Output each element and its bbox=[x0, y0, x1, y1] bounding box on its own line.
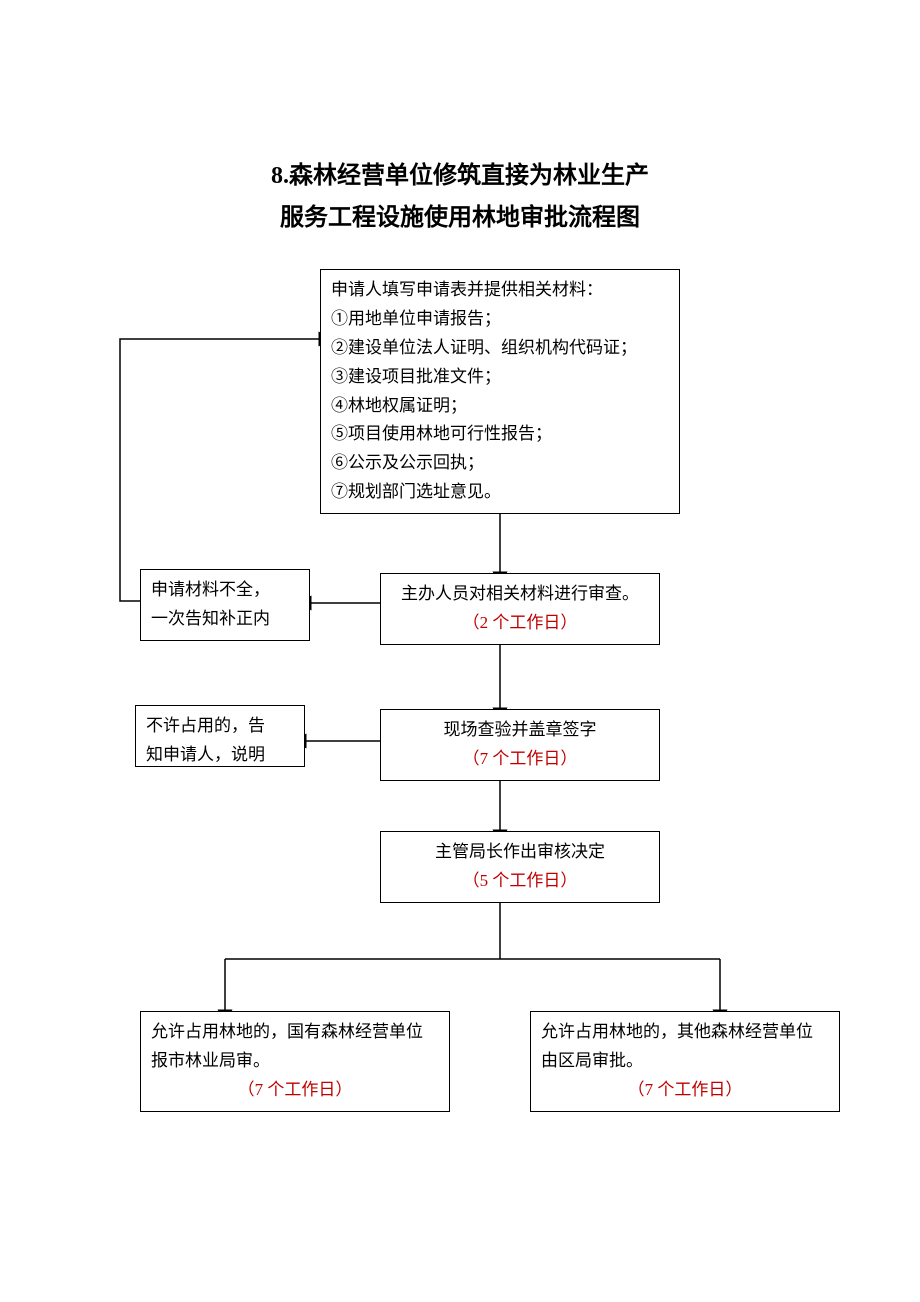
n1-l1: ①用地单位申请报告； bbox=[331, 305, 669, 334]
n1-l7: ⑦规划部门选址意见。 bbox=[331, 478, 669, 507]
n6-l0: 允许占用林地的，其他森林经营单位 bbox=[541, 1018, 829, 1047]
node-onsite-inspection: 现场查验并盖章签字 （7 个工作日） bbox=[380, 709, 660, 781]
n6-l1: 由区局审批。 bbox=[541, 1047, 829, 1076]
node-review-materials: 主办人员对相关材料进行审查。 （2 个工作日） bbox=[380, 573, 660, 645]
n3-duration: （7 个工作日） bbox=[391, 745, 649, 774]
n1-l2: ②建设单位法人证明、组织机构代码证； bbox=[331, 334, 669, 363]
node-incomplete-materials: 申请材料不全， 一次告知补正内 bbox=[140, 569, 310, 641]
node-state-owned-forest: 允许占用林地的，国有森林经营单位 报市林业局审。 （7 个工作日） bbox=[140, 1011, 450, 1112]
n2-text: 主办人员对相关材料进行审查。 bbox=[391, 580, 649, 609]
n2-duration: （2 个工作日） bbox=[391, 609, 649, 638]
n6-duration: （7 个工作日） bbox=[541, 1076, 829, 1105]
n4-duration: （5 个工作日） bbox=[391, 867, 649, 896]
page-title: 8.森林经营单位修筑直接为林业生产 服务工程设施使用林地审批流程图 bbox=[0, 155, 920, 239]
n3b-l1: 知申请人，说明 bbox=[146, 741, 294, 767]
n2b-l0: 申请材料不全， bbox=[151, 576, 299, 605]
node-application-materials: 申请人填写申请表并提供相关材料： ①用地单位申请报告； ②建设单位法人证明、组织… bbox=[320, 269, 680, 514]
n1-l4: ④林地权属证明； bbox=[331, 392, 669, 421]
node-not-allowed: 不许占用的，告 知申请人，说明 bbox=[135, 705, 305, 767]
n1-l3: ③建设项目批准文件； bbox=[331, 363, 669, 392]
n2b-l1: 一次告知补正内 bbox=[151, 605, 299, 634]
n5-duration: （7 个工作日） bbox=[151, 1076, 439, 1105]
title-line-2: 服务工程设施使用林地审批流程图 bbox=[0, 197, 920, 239]
n1-l0: 申请人填写申请表并提供相关材料： bbox=[331, 276, 669, 305]
title-line-1: 8.森林经营单位修筑直接为林业生产 bbox=[0, 155, 920, 197]
node-director-decision: 主管局长作出审核决定 （5 个工作日） bbox=[380, 831, 660, 903]
n5-l1: 报市林业局审。 bbox=[151, 1047, 439, 1076]
n1-l6: ⑥公示及公示回执； bbox=[331, 449, 669, 478]
node-other-forest: 允许占用林地的，其他森林经营单位 由区局审批。 （7 个工作日） bbox=[530, 1011, 840, 1112]
n3b-l0: 不许占用的，告 bbox=[146, 712, 294, 741]
n1-l5: ⑤项目使用林地可行性报告； bbox=[331, 420, 669, 449]
n4-text: 主管局长作出审核决定 bbox=[391, 838, 649, 867]
n3-text: 现场查验并盖章签字 bbox=[391, 716, 649, 745]
flowchart-container: 申请人填写申请表并提供相关材料： ①用地单位申请报告； ②建设单位法人证明、组织… bbox=[0, 269, 920, 1169]
n5-l0: 允许占用林地的，国有森林经营单位 bbox=[151, 1018, 439, 1047]
